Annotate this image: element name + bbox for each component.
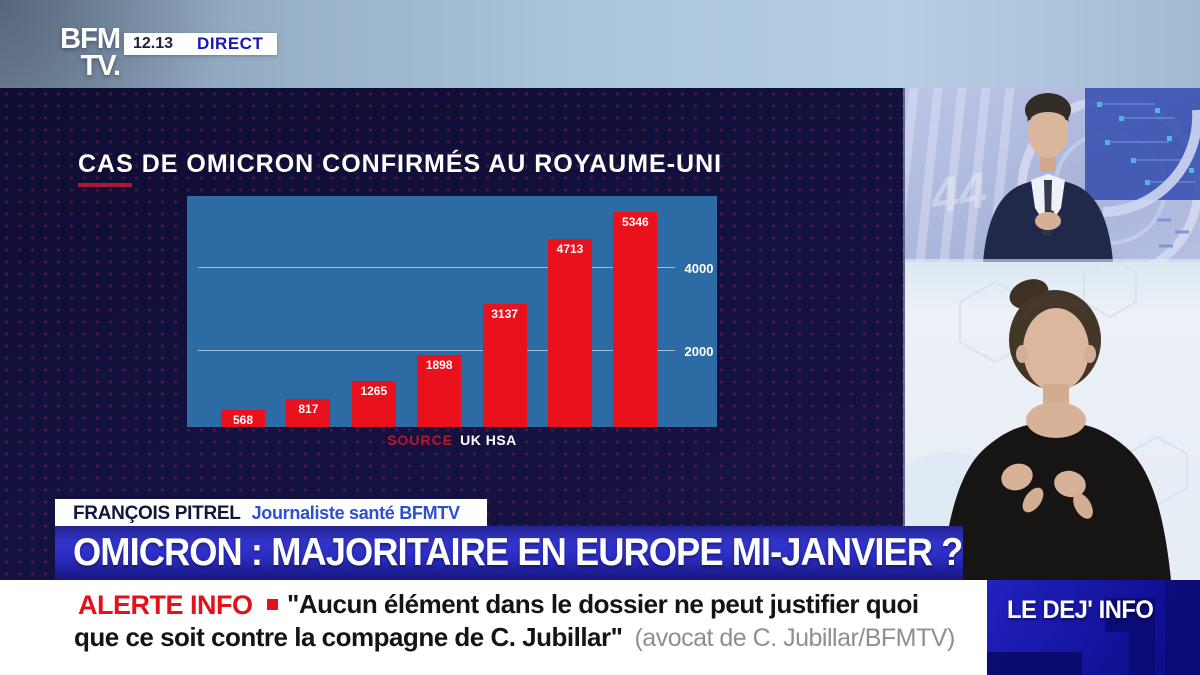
- bar-value-label: 3137: [491, 306, 518, 321]
- logo-line1: BFM: [60, 23, 121, 55]
- headline-text: OMICRON : MAJORITAIRE EN EUROPE MI-JANVI…: [73, 531, 963, 574]
- alert-label-text: ALERTE INFO: [78, 590, 253, 620]
- bar: 1265: [351, 380, 396, 427]
- alert-strip: ALERTE INFO "Aucun élément dans le dossi…: [0, 580, 987, 675]
- chart-source: SOURCE UK HSA: [187, 432, 717, 448]
- alert-bullet-icon: [266, 599, 278, 611]
- bar: 568: [221, 409, 265, 427]
- program-panel: LE DEJ' INFO: [987, 580, 1200, 675]
- logo-line2: TV.: [80, 50, 121, 82]
- reporter-name: FRANÇOIS PITREL: [73, 502, 241, 524]
- program-panel-decor: [987, 580, 1200, 675]
- live-badge: DIRECT: [197, 34, 264, 53]
- bar: 3137: [482, 303, 527, 427]
- headline-banner: OMICRON : MAJORITAIRE EN EUROPE MI-JANVI…: [55, 526, 963, 580]
- gridline: [198, 267, 675, 268]
- svg-text:44: 44: [926, 162, 990, 225]
- bar: 4713: [548, 238, 592, 427]
- bar-value-label: 568: [232, 412, 254, 427]
- bfmtv-logo: BFM TV.: [58, 23, 121, 82]
- source-value: UK HSA: [460, 432, 517, 448]
- studio-guest-video: 44: [905, 88, 1200, 262]
- bar-value-label: 5346: [622, 215, 649, 230]
- video-column: 44: [903, 88, 1200, 675]
- time-strip: 12.13 DIRECT: [124, 33, 278, 55]
- header-bar: BFM TV. 12.13 DIRECT: [0, 0, 1200, 88]
- bar: 1898: [417, 354, 462, 427]
- y-axis-tick-label: 4000: [684, 261, 714, 276]
- studio-guest-illustration: 44: [905, 88, 1200, 262]
- reporter-strip: FRANÇOIS PITREL Journaliste santé BFMTV: [55, 499, 487, 528]
- gridline: [198, 349, 675, 351]
- program-name: LE DEJ' INFO: [1007, 596, 1154, 624]
- alert-attribution: (avocat de C. Jubillar/BFMTV): [634, 624, 955, 652]
- alert-quote-line2: que ce soit contre la compagne de C. Jub…: [74, 622, 955, 653]
- clock-time: 12.13: [133, 35, 174, 52]
- bar-chart: 2000 4000 568 817 1265 1898 3137 4713 5346: [187, 196, 717, 427]
- reporter-role: Journaliste santé BFMTV: [251, 503, 460, 523]
- alert-quote-line1: "Aucun élément dans le dossier ne peut j…: [287, 589, 919, 619]
- bar-value-label: 817: [298, 402, 319, 417]
- bar-value-label: 1265: [360, 383, 388, 398]
- bar-value-label: 1898: [425, 357, 453, 372]
- source-label: SOURCE: [387, 432, 454, 448]
- chart-title: CAS DE OMICRON CONFIRMÉS AU ROYAUME-UNI: [78, 150, 723, 178]
- bar: 5346: [613, 212, 658, 427]
- bar-value-label: 4713: [556, 241, 584, 256]
- title-underline: [78, 183, 132, 187]
- alert-quote-line2-text: que ce soit contre la compagne de C. Jub…: [74, 622, 623, 652]
- bar: 817: [286, 399, 331, 427]
- alert-label: ALERTE INFO: [78, 590, 278, 621]
- y-axis-tick-label: 2000: [684, 343, 714, 359]
